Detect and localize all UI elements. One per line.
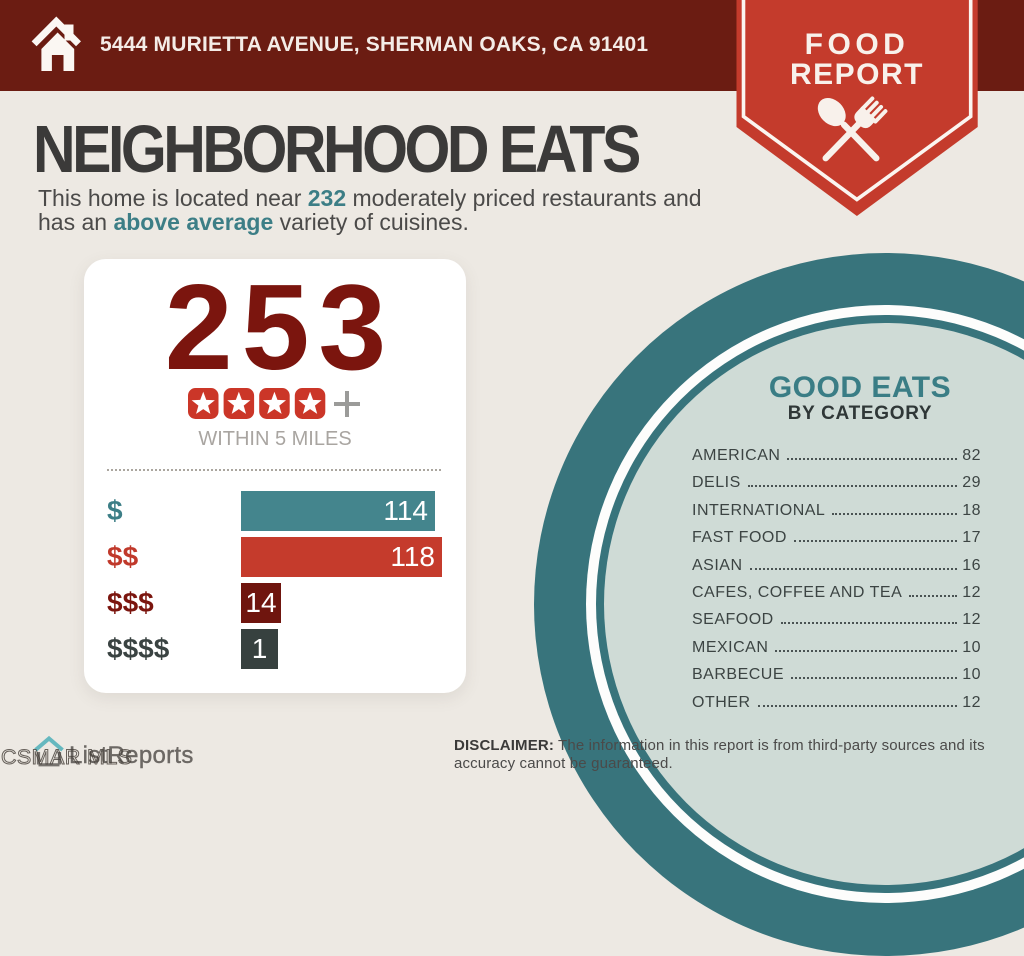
svg-text:REPORT: REPORT — [790, 58, 924, 91]
svg-text:FOOD: FOOD — [805, 28, 910, 61]
